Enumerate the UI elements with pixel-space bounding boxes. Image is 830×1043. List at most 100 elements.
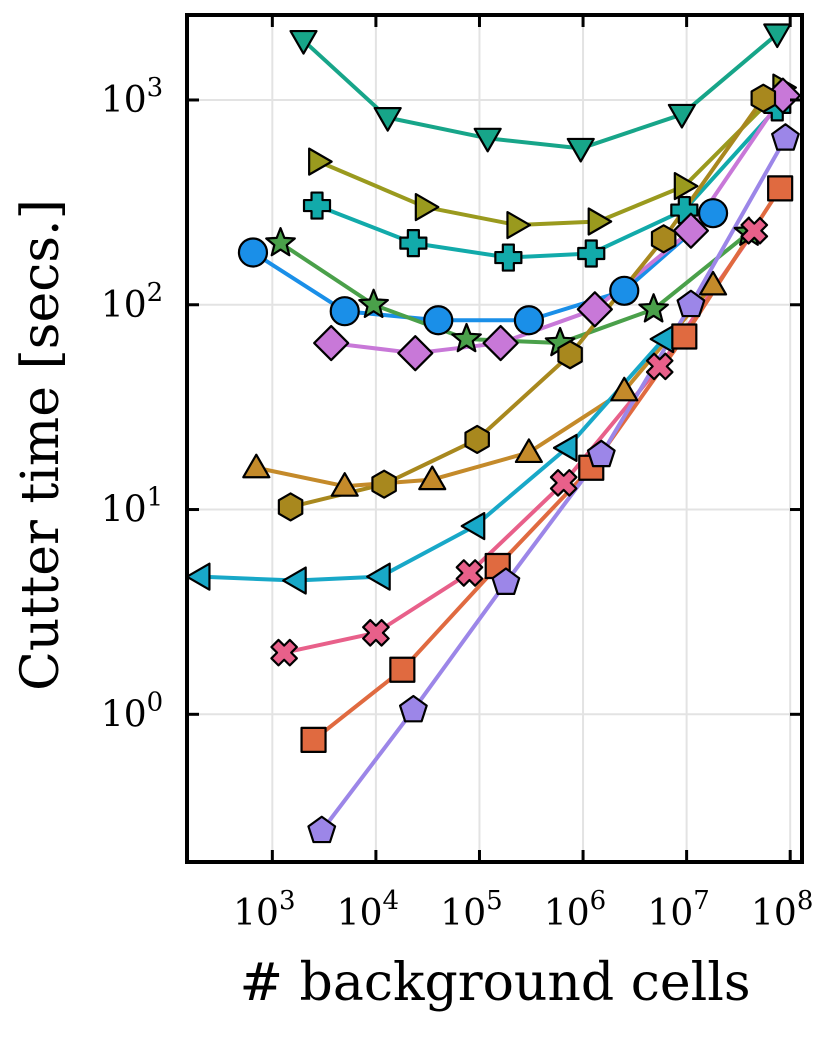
data-point-triangle-up bbox=[330, 472, 359, 497]
series-2 bbox=[317, 86, 785, 228]
data-point-triangle-up bbox=[610, 376, 639, 402]
data-point-star bbox=[451, 322, 482, 353]
data-point-pentagon bbox=[307, 815, 337, 844]
series-7-markers bbox=[277, 83, 777, 522]
data-point-hexagon bbox=[750, 83, 777, 113]
data-point-x bbox=[740, 216, 769, 245]
y-axis-label: Cutter time [secs.] bbox=[11, 199, 71, 691]
data-point-x bbox=[549, 469, 578, 497]
x-tick-label: 105 bbox=[440, 886, 502, 934]
series-8 bbox=[255, 283, 715, 489]
data-point-square bbox=[671, 323, 698, 350]
data-point-triangle-right bbox=[587, 207, 613, 236]
data-point-star bbox=[358, 288, 389, 318]
data-point-triangle-left bbox=[185, 562, 211, 591]
series-9-line bbox=[199, 337, 666, 583]
series-4-markers bbox=[237, 198, 729, 336]
series-2-line bbox=[317, 86, 785, 228]
ticks bbox=[187, 15, 802, 862]
data-point-triangle-down bbox=[763, 23, 792, 49]
series-1-markers bbox=[289, 23, 792, 163]
data-point-hexagon bbox=[557, 340, 583, 370]
series-layer bbox=[185, 23, 801, 844]
data-point-diamond bbox=[397, 335, 434, 372]
data-point-diamond bbox=[313, 324, 350, 362]
series-3-markers bbox=[302, 93, 792, 272]
data-point-star bbox=[638, 293, 669, 323]
data-point-triangle-right bbox=[414, 192, 440, 222]
data-point-triangle-up bbox=[418, 465, 447, 491]
data-point-pentagon bbox=[491, 567, 521, 595]
y-tick-label: 102 bbox=[101, 278, 163, 326]
data-point-diamond bbox=[482, 324, 519, 362]
data-point-triangle-down bbox=[566, 137, 595, 163]
y-tick-label: 103 bbox=[101, 73, 163, 121]
data-point-circle bbox=[423, 305, 454, 336]
series-1-line bbox=[302, 32, 779, 151]
data-point-hexagon bbox=[650, 224, 677, 254]
x-axis-label: # background cells bbox=[239, 953, 750, 1013]
data-point-pentagon bbox=[771, 123, 800, 151]
data-point-plus bbox=[577, 239, 606, 268]
series-12-markers bbox=[307, 123, 800, 844]
data-point-square bbox=[767, 175, 794, 202]
x-tick-label: 108 bbox=[751, 886, 813, 934]
data-point-square bbox=[389, 656, 416, 683]
data-point-triangle-down bbox=[667, 103, 696, 129]
series-8-line bbox=[255, 283, 715, 489]
data-point-triangle-left bbox=[552, 433, 578, 462]
data-point-pentagon bbox=[586, 439, 616, 468]
series-4-line bbox=[251, 211, 715, 323]
series-8-markers bbox=[242, 270, 728, 497]
data-point-hexagon bbox=[277, 492, 304, 522]
data-point-triangle-down bbox=[289, 29, 318, 55]
data-point-triangle-right bbox=[308, 147, 333, 176]
data-point-triangle-right bbox=[506, 210, 532, 240]
data-point-triangle-down bbox=[373, 107, 402, 132]
data-point-x bbox=[270, 638, 298, 667]
data-point-plus bbox=[399, 229, 428, 258]
data-point-pentagon bbox=[676, 289, 706, 318]
data-point-hexagon bbox=[371, 469, 397, 499]
series-3 bbox=[316, 106, 779, 260]
data-point-plus bbox=[494, 243, 523, 272]
x-tick-label: 104 bbox=[337, 886, 399, 934]
data-point-triangle-up bbox=[514, 438, 543, 464]
data-point-square bbox=[300, 726, 327, 753]
data-point-triangle-up bbox=[242, 453, 271, 479]
y-tick-label: 100 bbox=[101, 687, 163, 735]
data-point-triangle-left bbox=[282, 566, 307, 595]
data-point-circle bbox=[609, 275, 640, 306]
data-point-triangle-right bbox=[673, 171, 699, 201]
data-point-plus bbox=[302, 191, 332, 220]
grid bbox=[187, 15, 802, 862]
series-3-line bbox=[316, 106, 779, 260]
data-point-circle bbox=[237, 237, 269, 268]
data-point-diamond bbox=[672, 212, 710, 249]
series-1 bbox=[302, 32, 779, 151]
data-point-diamond bbox=[576, 291, 613, 328]
data-point-triangle-left bbox=[366, 562, 391, 591]
series-4 bbox=[251, 211, 715, 323]
data-point-x bbox=[362, 618, 390, 647]
series-9 bbox=[199, 337, 666, 583]
y-tick-label: 101 bbox=[101, 483, 163, 531]
data-point-circle bbox=[697, 198, 729, 229]
data-point-pentagon bbox=[398, 694, 428, 723]
plot-frame bbox=[185, 13, 804, 864]
data-point-x bbox=[645, 352, 674, 381]
data-point-circle bbox=[513, 305, 544, 336]
data-point-triangle-up bbox=[698, 270, 728, 296]
series-12 bbox=[320, 137, 788, 832]
series-10-markers bbox=[270, 216, 769, 667]
data-point-star bbox=[265, 227, 296, 257]
data-point-hexagon bbox=[464, 424, 490, 455]
series-9-markers bbox=[185, 324, 675, 595]
data-point-triangle-down bbox=[473, 127, 502, 153]
series-12-line bbox=[320, 137, 788, 832]
x-tick-label: 103 bbox=[233, 886, 295, 934]
x-tick-label: 107 bbox=[647, 886, 709, 934]
x-tick-label: 106 bbox=[544, 886, 606, 934]
